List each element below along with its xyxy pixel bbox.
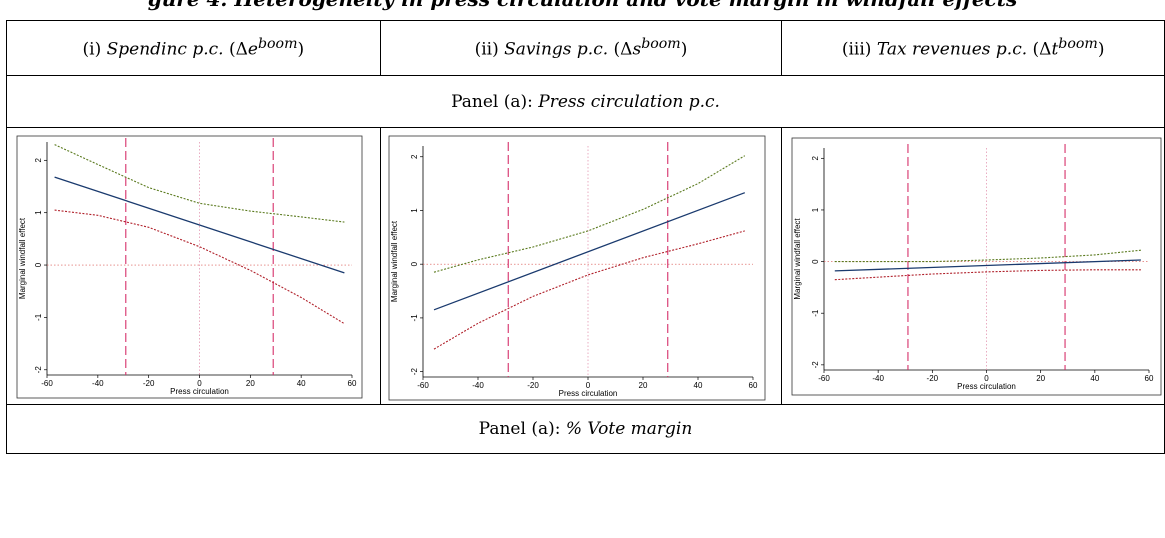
y-tick-label: 2 <box>811 156 820 161</box>
x-tick-label: -20 <box>143 379 155 388</box>
column-header-savings: (ii) Savings p.c. (Δsboom) <box>379 20 783 76</box>
chart-savings: -60 -40 -20 0 20 40 60 -2 -1 0 1 2 Press circulation… <box>388 135 766 401</box>
y-tick-label: -2 <box>34 366 43 374</box>
x-tick-label: 0 <box>985 374 990 383</box>
y-axis-label: Marginal windfall effect <box>793 218 802 300</box>
x-tick-label: 0 <box>197 379 202 388</box>
x-tick-label: -40 <box>92 379 104 388</box>
y-tick-label: -1 <box>34 313 43 321</box>
chart-spending: -60 -40 -20 0 20 40 60 -2 -1 0 1 2 Press circulation… <box>16 135 363 399</box>
y-tick-label: 2 <box>34 158 43 163</box>
column-header-spending: (i) Spendinc p.c. (Δeboom) <box>6 20 381 76</box>
chart-cell-tax-revenues: -60 -40 -20 0 20 40 60 -2 -1 0 1 2 Press circulation… <box>781 127 1165 405</box>
x-axis-label: Press circulation <box>170 387 229 396</box>
y-tick-label: 0 <box>410 261 419 266</box>
y-tick-label: 1 <box>34 210 43 215</box>
x-tick-label: -40 <box>873 374 885 383</box>
x-tick-label: -60 <box>41 379 53 388</box>
results-table: (i) Spendinc p.c. (Δeboom) (ii) Savings … <box>6 20 1165 454</box>
x-tick-label: -60 <box>417 381 429 390</box>
x-tick-label: 40 <box>1091 374 1100 383</box>
y-tick-label: 1 <box>410 208 419 213</box>
x-tick-label: 60 <box>1145 374 1154 383</box>
x-tick-label: -40 <box>472 381 484 390</box>
x-tick-label: 40 <box>297 379 306 388</box>
y-axis-label: Marginal windfall effect <box>18 217 27 299</box>
y-tick-label: -1 <box>410 314 419 322</box>
x-tick-label: 60 <box>748 381 757 390</box>
x-tick-label: 60 <box>348 379 357 388</box>
y-tick-label: 2 <box>410 154 419 159</box>
x-axis-label: Press circulation <box>957 382 1016 391</box>
chart-frame <box>388 135 766 401</box>
x-tick-label: 0 <box>585 381 590 390</box>
chart-frame <box>16 135 363 399</box>
x-tick-label: -60 <box>819 374 831 383</box>
chart-cell-savings: -60 -40 -20 0 20 40 60 -2 -1 0 1 2 Press circulation… <box>379 127 783 405</box>
figure-title: gure 4. Heterogeneity in press circulati… <box>0 0 1165 20</box>
series-estimate <box>54 176 345 274</box>
x-axis-label: Press circulation <box>558 389 617 398</box>
series-upper-ci <box>54 144 345 223</box>
x-tick-label: 20 <box>638 381 647 390</box>
chart-cell-spending: -60 -40 -20 0 20 40 60 -2 -1 0 1 2 Press circulation… <box>6 127 381 405</box>
y-tick-label: -2 <box>410 368 419 376</box>
y-tick-label: -1 <box>811 309 820 317</box>
x-tick-label: 20 <box>1037 374 1046 383</box>
series-lower-ci <box>54 209 345 325</box>
panel-b-label: Panel (a): % Vote margin <box>6 404 1165 454</box>
x-tick-label: 40 <box>693 381 702 390</box>
panel-a-label: Panel (a): Press circulation p.c. <box>6 75 1165 128</box>
series-estimate <box>433 192 745 311</box>
series-upper-ci <box>433 155 745 273</box>
y-tick-label: 0 <box>811 259 820 264</box>
y-tick-label: 0 <box>34 262 43 267</box>
series-upper-ci <box>835 249 1142 263</box>
x-tick-label: 20 <box>246 379 255 388</box>
series-estimate <box>835 259 1142 272</box>
y-tick-label: -2 <box>811 361 820 369</box>
y-axis-label: Marginal windfall effect <box>390 220 399 302</box>
y-tick-label: 1 <box>811 207 820 212</box>
chart-tax-revenues: -60 -40 -20 0 20 40 60 -2 -1 0 1 2 Press circulation… <box>791 137 1162 396</box>
column-header-tax-revenues: (iii) Tax revenues p.c. (Δtboom) <box>781 20 1165 76</box>
x-tick-label: -20 <box>927 374 939 383</box>
series-lower-ci <box>835 269 1142 281</box>
x-tick-label: -20 <box>527 381 539 390</box>
